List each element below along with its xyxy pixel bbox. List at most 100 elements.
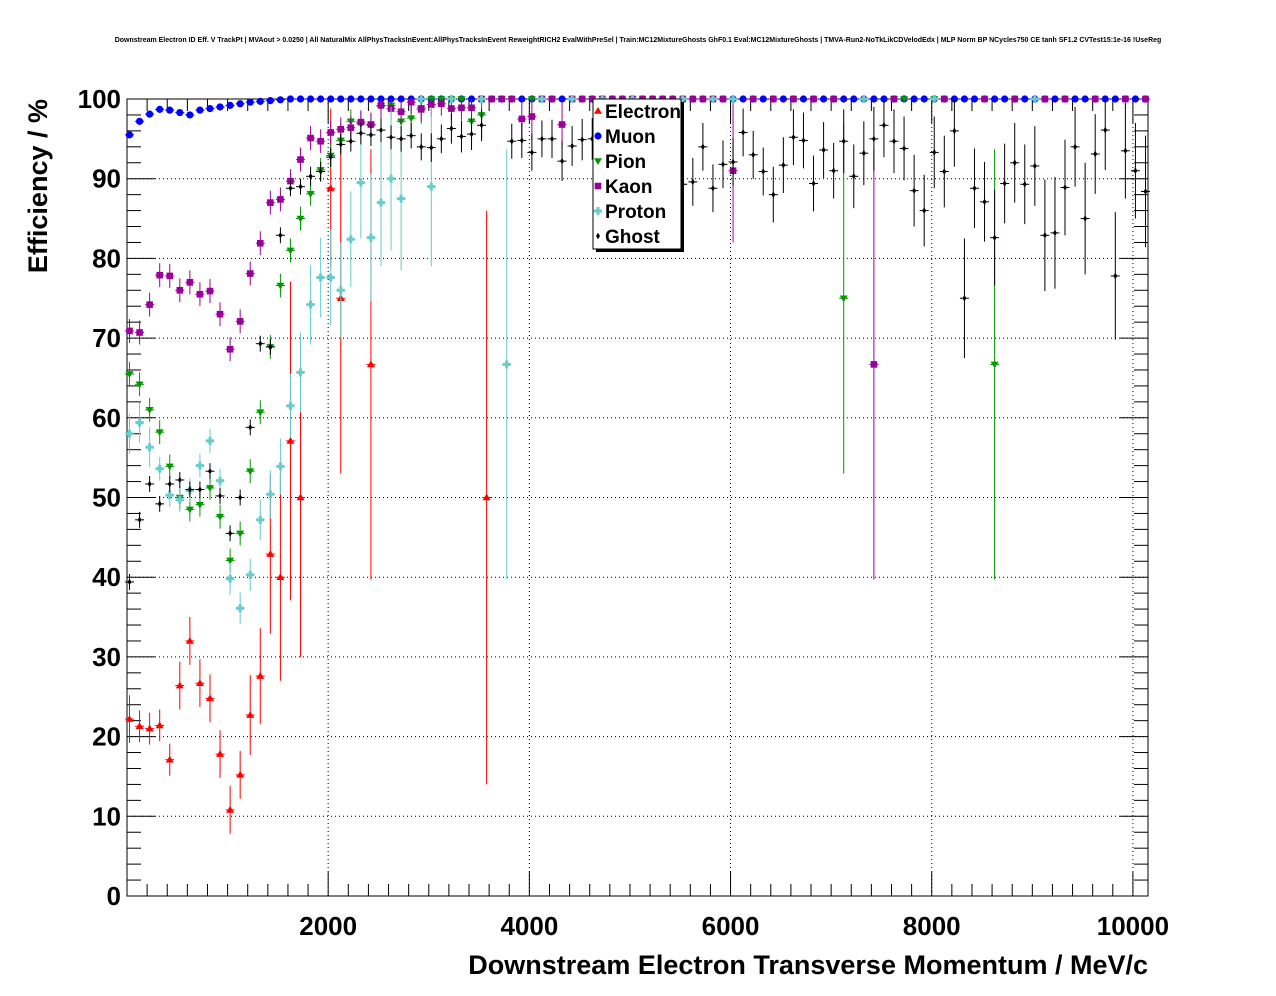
data-point bbox=[417, 106, 425, 113]
y-tick-label: 30 bbox=[92, 642, 121, 672]
data-point bbox=[125, 429, 134, 438]
data-point bbox=[578, 95, 586, 103]
data-point bbox=[930, 95, 939, 103]
data-point bbox=[376, 198, 385, 207]
data-point bbox=[759, 95, 767, 103]
data-point bbox=[156, 105, 164, 113]
data-point bbox=[145, 724, 154, 732]
data-point bbox=[367, 95, 375, 103]
data-point bbox=[166, 272, 174, 280]
data-point bbox=[539, 135, 544, 143]
data-point bbox=[286, 95, 295, 103]
data-point bbox=[226, 557, 235, 565]
data-point bbox=[1093, 150, 1098, 158]
data-point bbox=[318, 168, 323, 175]
data-point bbox=[941, 95, 948, 103]
data-point bbox=[427, 101, 435, 108]
data-point bbox=[165, 755, 174, 763]
legend-marker bbox=[596, 232, 600, 240]
data-point bbox=[731, 158, 736, 166]
data-point bbox=[316, 273, 325, 282]
data-point bbox=[910, 95, 918, 103]
data-point bbox=[206, 104, 214, 113]
data-point bbox=[196, 290, 204, 298]
data-point bbox=[135, 722, 144, 730]
data-point bbox=[317, 95, 325, 103]
data-point bbox=[288, 185, 293, 192]
y-tick-label: 40 bbox=[92, 562, 121, 592]
data-point bbox=[346, 235, 355, 244]
data-point bbox=[256, 97, 264, 105]
data-point bbox=[176, 108, 184, 117]
x-tick-label: 2000 bbox=[299, 911, 357, 941]
data-point bbox=[479, 122, 484, 129]
legend-entry: Kaon bbox=[594, 177, 653, 198]
data-point bbox=[902, 145, 907, 152]
data-point bbox=[781, 161, 786, 169]
data-point bbox=[137, 516, 142, 524]
data-point bbox=[216, 310, 224, 318]
data-point bbox=[890, 95, 898, 103]
data-point bbox=[678, 95, 687, 103]
data-point bbox=[1131, 95, 1140, 103]
data-point bbox=[1063, 184, 1068, 191]
data-point bbox=[246, 270, 254, 277]
data-point bbox=[126, 327, 133, 335]
series-ghost bbox=[125, 99, 1150, 590]
data-point bbox=[276, 462, 285, 471]
data-point bbox=[708, 95, 717, 103]
data-point bbox=[246, 98, 254, 106]
data-point bbox=[348, 138, 353, 145]
data-point bbox=[146, 110, 154, 118]
data-point bbox=[892, 138, 897, 145]
data-point bbox=[125, 371, 134, 378]
data-point bbox=[347, 124, 355, 131]
data-point bbox=[135, 117, 144, 125]
data-point bbox=[1073, 143, 1078, 151]
x-tick-label: 8000 bbox=[903, 911, 961, 941]
data-point bbox=[176, 286, 184, 294]
data-point bbox=[256, 409, 265, 417]
data-point bbox=[1041, 95, 1049, 103]
data-point bbox=[277, 196, 284, 203]
data-point bbox=[458, 104, 465, 112]
data-point bbox=[840, 95, 848, 103]
data-point bbox=[1142, 95, 1149, 103]
data-point bbox=[258, 340, 263, 347]
legend-marker bbox=[594, 132, 602, 140]
data-point bbox=[266, 490, 275, 499]
data-point bbox=[328, 153, 333, 161]
legend-label: Proton bbox=[605, 202, 666, 223]
legend-label: Ghost bbox=[605, 227, 661, 248]
data-point bbox=[216, 750, 225, 757]
data-point bbox=[850, 95, 858, 103]
data-point bbox=[1002, 180, 1007, 187]
data-point bbox=[861, 149, 866, 157]
data-point bbox=[469, 130, 474, 138]
data-point bbox=[296, 95, 305, 103]
data-point bbox=[216, 103, 224, 111]
data-point bbox=[1012, 159, 1017, 166]
data-point bbox=[419, 143, 424, 151]
data-point bbox=[498, 95, 506, 103]
data-point bbox=[438, 100, 445, 108]
data-point bbox=[548, 95, 556, 103]
data-point bbox=[981, 95, 988, 103]
data-point bbox=[1083, 215, 1088, 222]
legend-label: Kaon bbox=[605, 177, 653, 198]
legend-label: Muon bbox=[605, 127, 656, 148]
data-point bbox=[347, 95, 355, 103]
data-point bbox=[841, 138, 846, 145]
data-point bbox=[580, 136, 585, 143]
data-point bbox=[990, 95, 999, 103]
data-point bbox=[932, 149, 937, 156]
data-point bbox=[256, 672, 265, 679]
data-point bbox=[286, 247, 295, 255]
data-point bbox=[308, 173, 313, 180]
data-point bbox=[296, 493, 305, 501]
data-point bbox=[751, 151, 756, 158]
data-point bbox=[145, 443, 154, 452]
data-point bbox=[560, 157, 565, 165]
data-point bbox=[218, 492, 223, 500]
